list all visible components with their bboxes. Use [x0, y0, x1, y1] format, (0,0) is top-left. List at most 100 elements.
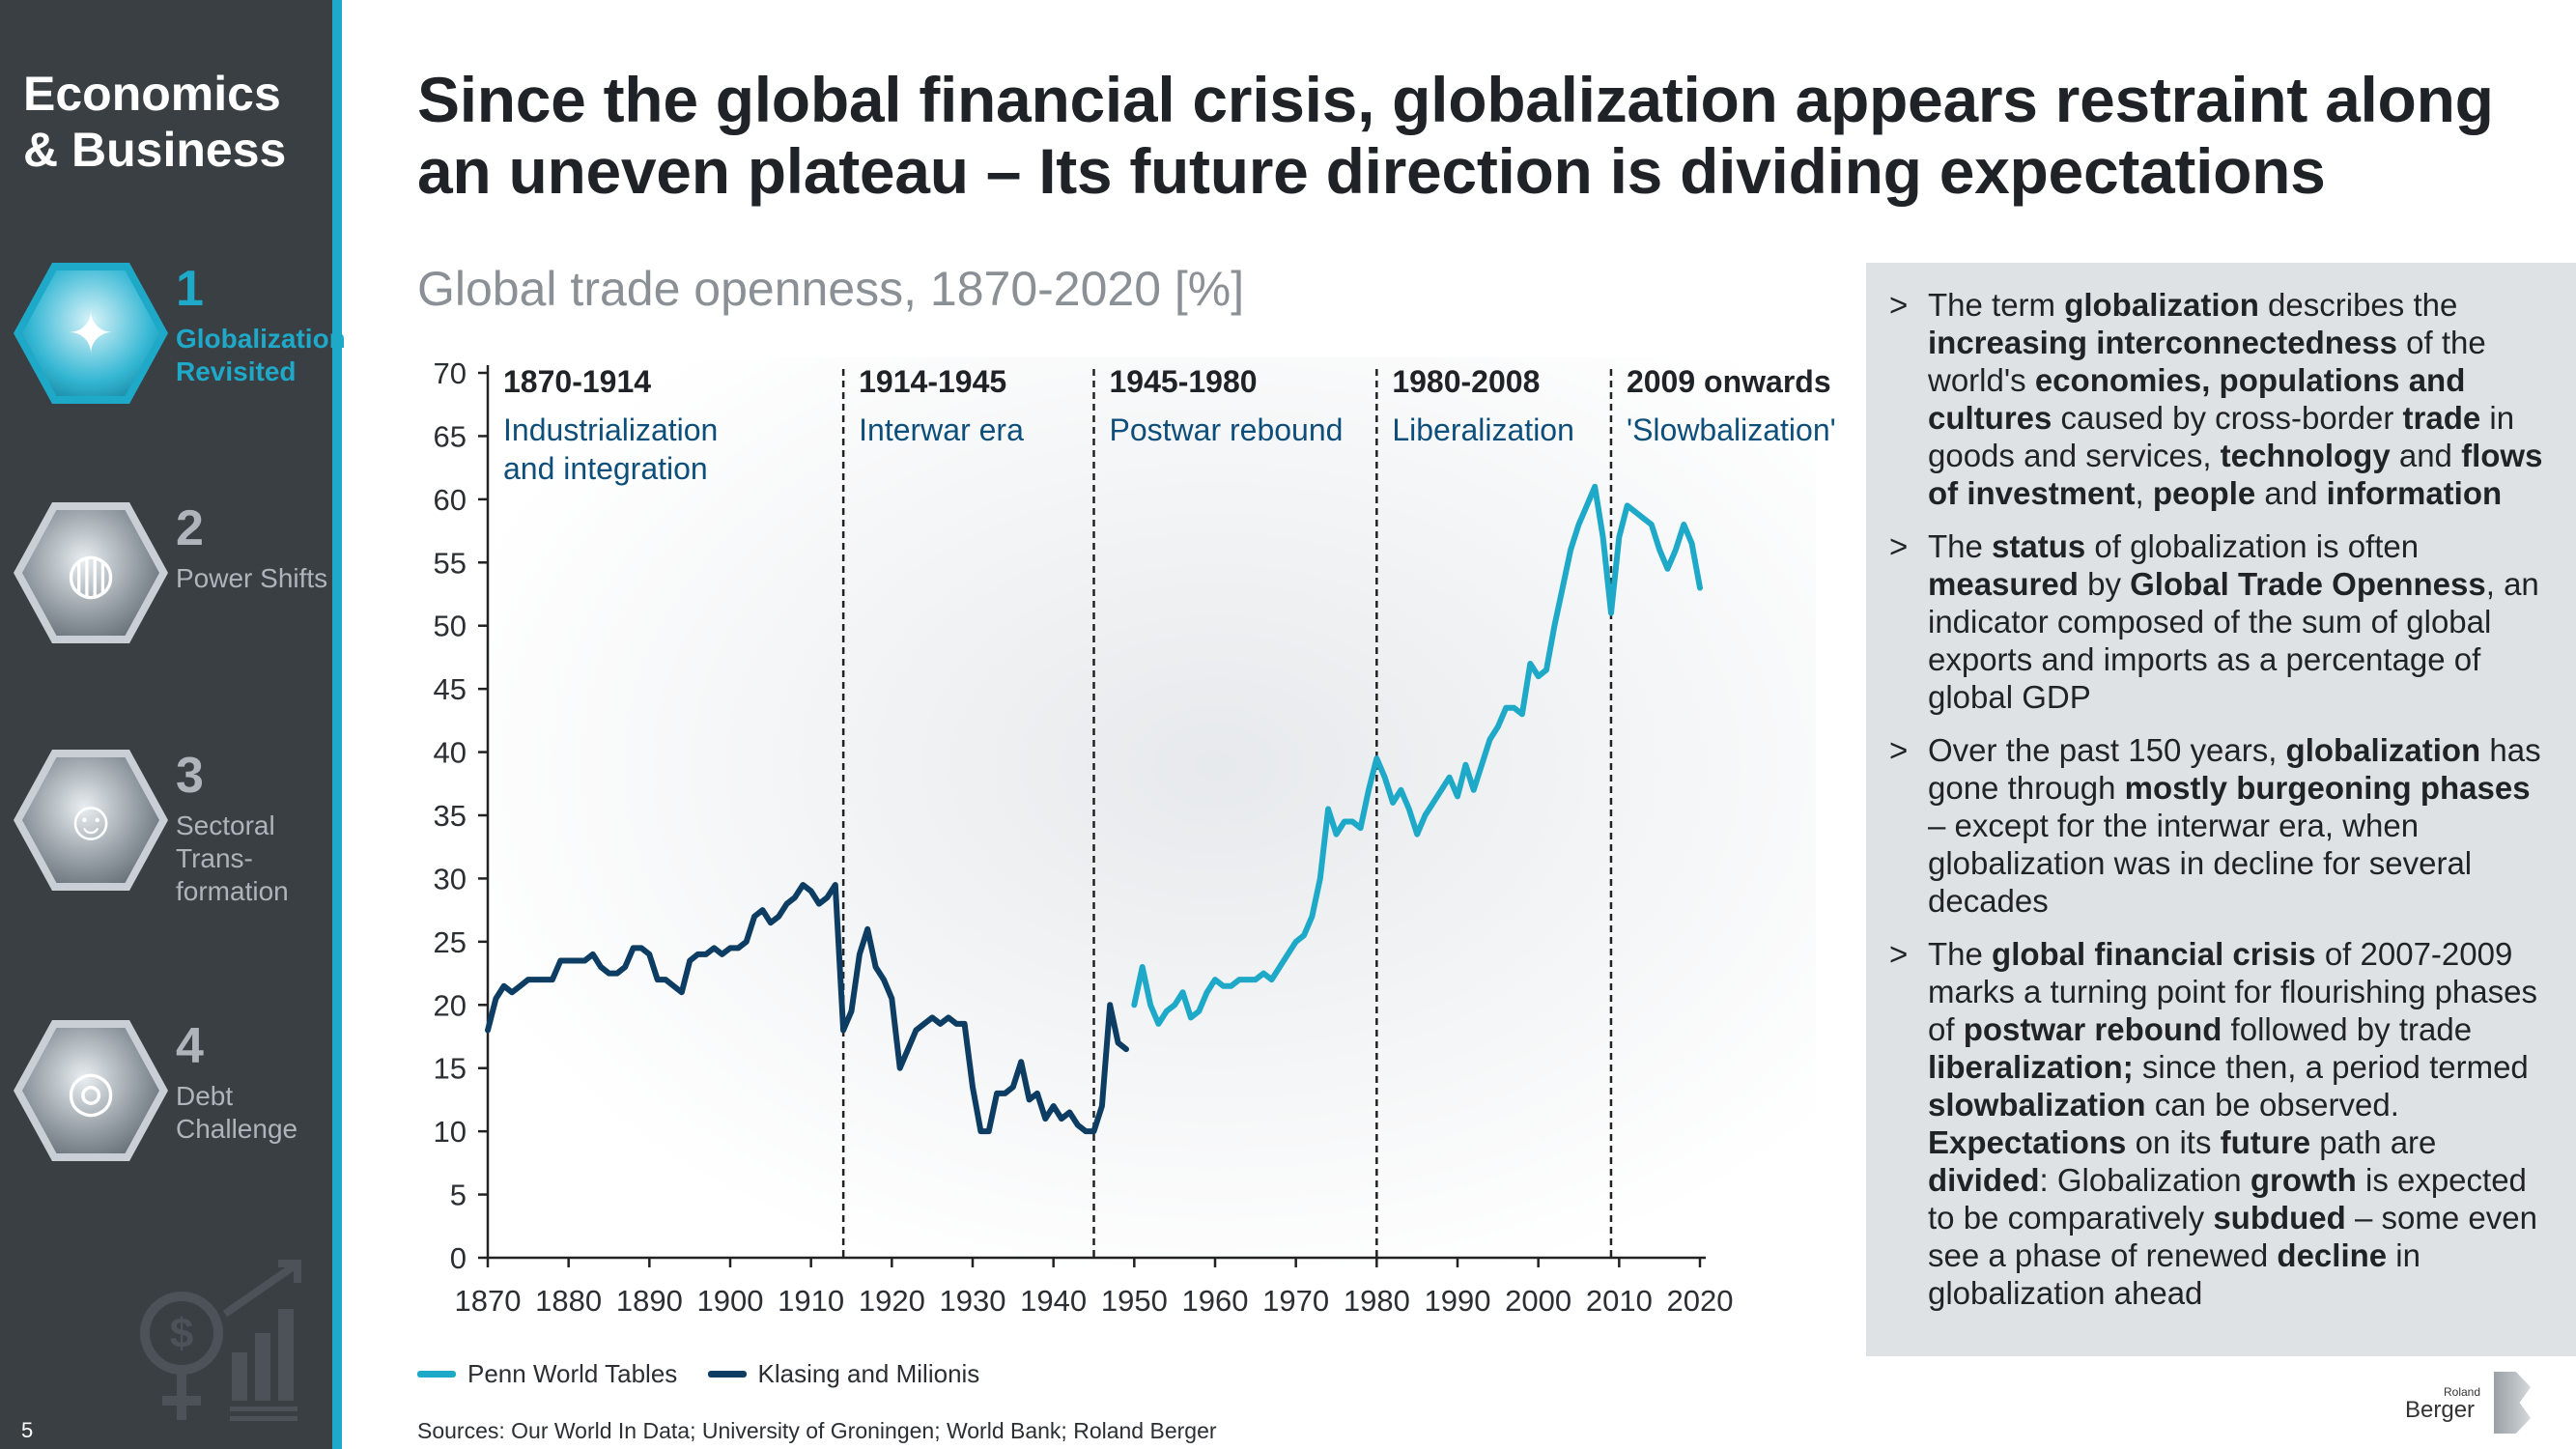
y-tick-label: 15 — [434, 1052, 467, 1086]
era-years: 2009 onwards — [1627, 364, 1831, 399]
y-tick-label: 25 — [434, 925, 467, 959]
era-years: 1980-2008 — [1392, 364, 1540, 399]
x-tick-label: 1950 — [1101, 1284, 1168, 1318]
y-tick-label: 55 — [434, 546, 467, 580]
person-icon: ✦ — [67, 302, 115, 365]
bold-text: flows of investment — [1928, 438, 2543, 511]
info-bullet: > The term globalization describes the in… — [1889, 286, 2557, 512]
nav-thumbnail: ✦ — [14, 263, 168, 404]
legend-swatch-klasing — [707, 1371, 747, 1378]
sidebar: Economics & Business ✦ 1 Globalization R… — [0, 0, 346, 1449]
info-panel: > The term globalization describes the in… — [1866, 263, 2576, 1356]
x-tick-label: 2010 — [1586, 1284, 1653, 1318]
logo-b-mark — [2494, 1372, 2531, 1434]
bold-text: global financial crisis — [1992, 936, 2316, 972]
legend-item: Penn World Tables — [417, 1359, 677, 1389]
era-label-line: and integration — [503, 451, 708, 486]
text: , an indicator composed of the sum of gl… — [1928, 566, 2539, 715]
bold-text: information — [2326, 475, 2503, 511]
bold-text: future — [2220, 1124, 2311, 1160]
text: caused by cross-border — [2052, 400, 2403, 436]
text: – except for the interwar era, when glob… — [1928, 808, 2473, 919]
nav-number: 4 — [176, 1018, 204, 1074]
text: of the world's — [1928, 325, 2486, 398]
page-number: 5 — [21, 1418, 34, 1442]
legend-item: Klasing and Milionis — [707, 1359, 980, 1389]
text: , — [2135, 475, 2153, 511]
info-bullet: > The global financial crisis of 2007-200… — [1889, 935, 2557, 1312]
bold-text: globalization — [2285, 732, 2481, 768]
bold-text: technology — [2220, 438, 2391, 473]
nav-item-sectoral-transformation[interactable]: ☺ 3 Sectoral Trans-formation — [14, 748, 332, 906]
y-tick-label: 65 — [434, 419, 467, 453]
x-tick-label: 1980 — [1344, 1284, 1410, 1318]
text: The — [1928, 936, 1993, 972]
legend-label: Penn World Tables — [467, 1359, 678, 1388]
nav-item-power-shifts[interactable]: ◍ 2 Power Shifts — [14, 500, 332, 647]
y-tick-label: 20 — [434, 988, 467, 1022]
finance-growth-icon: $ — [140, 1260, 301, 1421]
y-tick-label: 60 — [434, 483, 467, 517]
text: and — [2390, 438, 2462, 473]
bullet-marker: > — [1889, 287, 1909, 323]
y-tick-label: 5 — [450, 1179, 467, 1212]
bullet-marker: > — [1889, 732, 1909, 768]
text: of 2007-2009 marks a turning point for f… — [1928, 936, 2537, 1047]
nav-thumbnail: ◎ — [14, 1020, 168, 1161]
x-tick-label: 1900 — [697, 1284, 764, 1318]
x-tick-label: 1920 — [859, 1284, 925, 1318]
svg-text:$: $ — [170, 1310, 193, 1357]
bold-text: mostly burgeoning phases — [2124, 770, 2531, 806]
nav-item-debt-challenge[interactable]: ◎ 4 Debt Challenge — [14, 1018, 332, 1165]
x-tick-label: 1970 — [1262, 1284, 1329, 1318]
sources-note: Sources: Our World In Data; University o… — [417, 1418, 1217, 1443]
nav-thumbnail: ◍ — [14, 502, 168, 643]
bold-text: Expectations — [1928, 1124, 2127, 1160]
text: The — [1928, 528, 1993, 564]
y-tick-label: 10 — [434, 1115, 467, 1149]
bold-text: slowbalization — [1928, 1087, 2146, 1122]
legend-label: Klasing and Milionis — [757, 1359, 980, 1388]
x-tick-label: 1930 — [940, 1284, 1006, 1318]
era-label: 'Slowbalization' — [1627, 412, 1836, 447]
x-tick-label: 2020 — [1667, 1284, 1734, 1318]
nav-label: Globalization Revisited — [176, 324, 346, 386]
text: and — [2255, 475, 2327, 511]
bold-text: globalization — [2064, 287, 2259, 323]
chart-legend: Penn World Tables Klasing and Milionis — [417, 1354, 1003, 1389]
nav-label: Debt Challenge — [176, 1081, 298, 1144]
info-bullet-list: > The term globalization describes the in… — [1866, 263, 2576, 1312]
nav-number: 2 — [176, 500, 204, 556]
x-tick-label: 1990 — [1425, 1284, 1491, 1318]
era-label: Industrialization and integration — [503, 412, 718, 486]
x-tick-label: 1940 — [1020, 1284, 1087, 1318]
era-label: Postwar rebound — [1110, 412, 1344, 447]
section-title: Economics & Business — [23, 67, 287, 177]
text: can be observed. — [2145, 1087, 2399, 1122]
text: of globalization is often — [2085, 528, 2420, 564]
bullet-marker: > — [1889, 936, 1909, 972]
x-tick-label: 1910 — [778, 1284, 844, 1318]
page-title: Since the global financial crisis, globa… — [417, 64, 2494, 207]
bold-text: growth — [2250, 1162, 2357, 1198]
text: : Globalization — [2039, 1162, 2250, 1198]
text: by — [2078, 566, 2131, 602]
text: followed by trade — [2222, 1011, 2473, 1047]
bold-text: trade — [2402, 400, 2481, 436]
nav-label: Sectoral Trans-formation — [176, 810, 289, 906]
nav-thumbnail: ☺ — [14, 750, 168, 891]
x-tick-label: 1870 — [455, 1284, 522, 1318]
x-tick-label: 1880 — [535, 1284, 602, 1318]
text: in globalization ahead — [1928, 1237, 2420, 1311]
bold-text: decline — [2277, 1237, 2388, 1273]
y-tick-label: 45 — [434, 672, 467, 706]
trade-openness-chart: 0 5 10 15 20 25 30 35 40 45 50 55 60 65 70 1870 1880 1890… — [434, 356, 1836, 1318]
nav-item-globalization[interactable]: ✦ 1 Globalization Revisited — [14, 261, 346, 408]
text: is expected to be comparatively — [1928, 1162, 2527, 1236]
text: The term — [1928, 287, 2065, 323]
chart-title: Global trade openness, 1870-2020 [%] — [417, 262, 1245, 316]
bold-text: increasing interconnectedness — [1928, 325, 2397, 360]
bold-text: Global Trade Openness — [2130, 566, 2486, 602]
nav-label: Power Shifts — [176, 563, 328, 593]
era-label: Interwar era — [859, 412, 1024, 447]
